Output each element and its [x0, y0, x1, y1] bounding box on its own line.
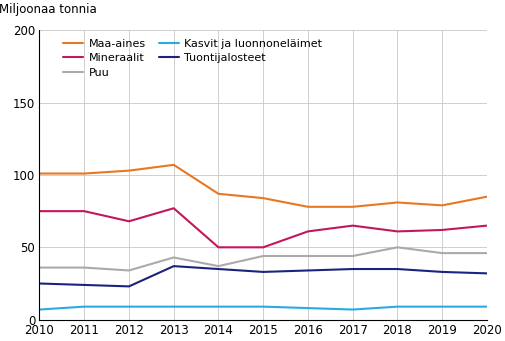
- Kasvit ja luonnoneläimet: [126, 305, 132, 309]
- Maa-aines: [170, 163, 176, 167]
- Maa-aines: [81, 172, 87, 176]
- Kasvit ja luonnoneläimet: [483, 305, 489, 309]
- Kasvit ja luonnoneläimet: [438, 305, 444, 309]
- Tuontijalosteet: [170, 264, 176, 268]
- Line: Mineraalit: Mineraalit: [39, 208, 486, 247]
- Maa-aines: [438, 203, 444, 207]
- Puu: [36, 266, 42, 270]
- Kasvit ja luonnoneläimet: [260, 305, 266, 309]
- Puu: [305, 254, 311, 258]
- Text: Miljoonaa tonnia: Miljoonaa tonnia: [0, 3, 97, 16]
- Maa-aines: [349, 205, 355, 209]
- Mineraalit: [305, 229, 311, 234]
- Mineraalit: [81, 209, 87, 213]
- Puu: [126, 268, 132, 272]
- Line: Puu: Puu: [39, 247, 486, 270]
- Puu: [81, 266, 87, 270]
- Maa-aines: [305, 205, 311, 209]
- Maa-aines: [483, 195, 489, 199]
- Tuontijalosteet: [260, 270, 266, 274]
- Legend: Maa-aines, Mineraalit, Puu, Kasvit ja luonnoneläimet, Tuontijalosteet: Maa-aines, Mineraalit, Puu, Kasvit ja lu…: [63, 39, 322, 78]
- Kasvit ja luonnoneläimet: [349, 308, 355, 312]
- Maa-aines: [260, 196, 266, 200]
- Puu: [483, 251, 489, 255]
- Maa-aines: [36, 172, 42, 176]
- Line: Kasvit ja luonnoneläimet: Kasvit ja luonnoneläimet: [39, 307, 486, 310]
- Tuontijalosteet: [305, 268, 311, 272]
- Kasvit ja luonnoneläimet: [305, 306, 311, 310]
- Maa-aines: [215, 192, 221, 196]
- Kasvit ja luonnoneläimet: [170, 305, 176, 309]
- Tuontijalosteet: [438, 270, 444, 274]
- Mineraalit: [260, 245, 266, 249]
- Line: Maa-aines: Maa-aines: [39, 165, 486, 207]
- Tuontijalosteet: [36, 281, 42, 285]
- Tuontijalosteet: [81, 283, 87, 287]
- Tuontijalosteet: [393, 267, 399, 271]
- Mineraalit: [215, 245, 221, 249]
- Puu: [170, 255, 176, 260]
- Mineraalit: [483, 224, 489, 228]
- Mineraalit: [170, 206, 176, 210]
- Puu: [393, 245, 399, 249]
- Tuontijalosteet: [483, 271, 489, 276]
- Kasvit ja luonnoneläimet: [393, 305, 399, 309]
- Kasvit ja luonnoneläimet: [81, 305, 87, 309]
- Mineraalit: [349, 224, 355, 228]
- Puu: [438, 251, 444, 255]
- Mineraalit: [36, 209, 42, 213]
- Puu: [215, 264, 221, 268]
- Tuontijalosteet: [349, 267, 355, 271]
- Mineraalit: [438, 228, 444, 232]
- Line: Tuontijalosteet: Tuontijalosteet: [39, 266, 486, 286]
- Mineraalit: [393, 229, 399, 234]
- Tuontijalosteet: [126, 284, 132, 288]
- Puu: [260, 254, 266, 258]
- Maa-aines: [393, 201, 399, 205]
- Tuontijalosteet: [215, 267, 221, 271]
- Maa-aines: [126, 168, 132, 173]
- Puu: [349, 254, 355, 258]
- Kasvit ja luonnoneläimet: [36, 308, 42, 312]
- Mineraalit: [126, 219, 132, 223]
- Kasvit ja luonnoneläimet: [215, 305, 221, 309]
